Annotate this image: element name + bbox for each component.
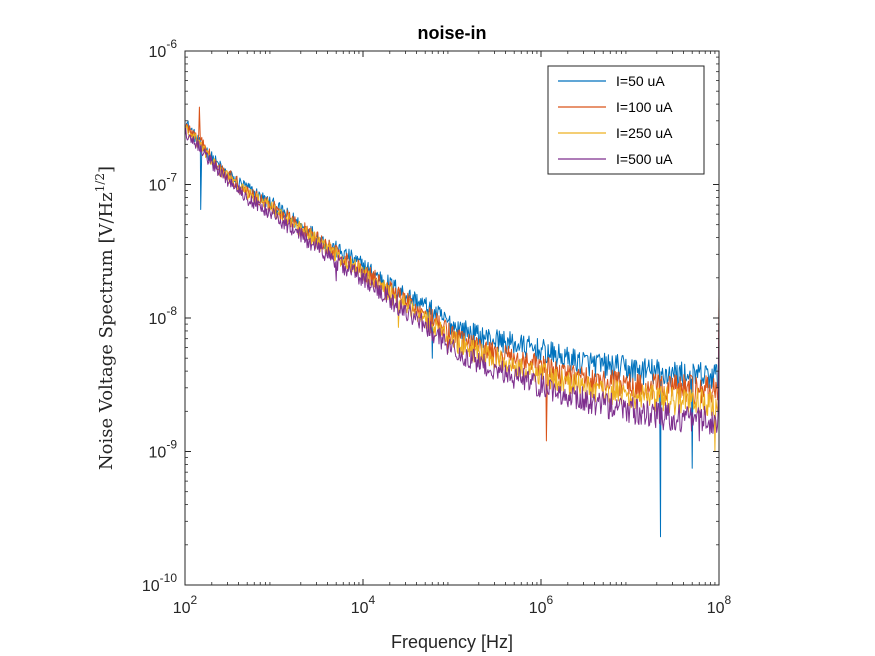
tick-base: 10 xyxy=(142,578,160,595)
y-tick-label: 10-10 xyxy=(142,571,177,595)
tick-base: 10 xyxy=(351,600,369,617)
tick-base: 10 xyxy=(149,311,167,328)
tick-exponent: 6 xyxy=(547,593,554,607)
y-tick-label: 10-9 xyxy=(149,438,178,462)
legend-item: I=250 uA xyxy=(558,125,673,141)
legend-label: I=50 uA xyxy=(616,73,665,89)
y-tick-label: 10-7 xyxy=(149,171,178,195)
x-tick-label: 106 xyxy=(529,593,554,617)
tick-exponent: -7 xyxy=(166,171,177,185)
legend-label: I=100 uA xyxy=(616,99,673,115)
tick-exponent: 8 xyxy=(725,593,732,607)
series-line-2 xyxy=(184,106,720,442)
x-tick-label: 102 xyxy=(173,593,198,617)
legend: I=50 uA I=100 uA I=250 uA I=500 uA xyxy=(547,65,705,175)
tick-base: 10 xyxy=(149,445,167,462)
tick-exponent: 2 xyxy=(191,593,198,607)
legend-label: I=500 uA xyxy=(616,151,673,167)
y-axis-title-close: ] xyxy=(96,166,117,173)
tick-exponent: -8 xyxy=(166,304,177,318)
y-tick-label: 10-8 xyxy=(149,304,178,328)
x-axis-title: Frequency [Hz] xyxy=(391,632,513,652)
tick-base: 10 xyxy=(707,600,725,617)
series-line-4 xyxy=(184,127,720,442)
series-layer xyxy=(184,106,720,538)
y-axis-title-main: Noise Voltage Spectrum [V/Hz xyxy=(96,192,117,470)
legend-item: I=50 uA xyxy=(558,73,665,89)
y-axis-title-exponent: 1/2 xyxy=(93,173,107,192)
tick-exponent: -10 xyxy=(160,571,178,585)
legend-label: I=250 uA xyxy=(616,125,673,141)
chart-title: noise-in xyxy=(417,23,486,43)
legend-item: I=500 uA xyxy=(558,151,673,167)
tick-exponent: -9 xyxy=(166,438,177,452)
tick-base: 10 xyxy=(149,178,167,195)
tick-base: 10 xyxy=(149,44,167,61)
legend-item: I=100 uA xyxy=(558,99,673,115)
y-tick-label: 10-6 xyxy=(149,37,178,61)
tick-base: 10 xyxy=(529,600,547,617)
legend-box xyxy=(547,65,705,175)
x-tick-label: 108 xyxy=(707,593,732,617)
tick-exponent: -6 xyxy=(166,37,177,51)
ticks-layer xyxy=(184,50,720,586)
tick-base: 10 xyxy=(173,600,191,617)
x-tick-label: 104 xyxy=(351,593,376,617)
y-axis-title: Noise Voltage Spectrum [V/Hz1/2] xyxy=(93,166,117,470)
tick-exponent: 4 xyxy=(369,593,376,607)
legend-items: I=50 uA I=100 uA I=250 uA I=500 uA xyxy=(558,73,673,167)
